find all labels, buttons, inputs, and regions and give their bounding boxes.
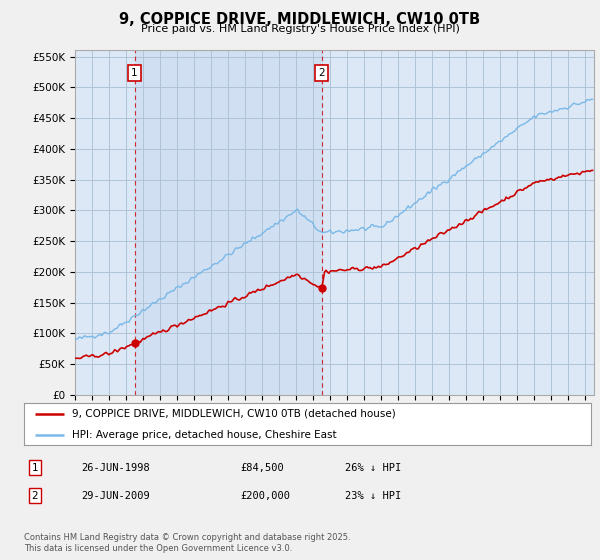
Text: 9, COPPICE DRIVE, MIDDLEWICH, CW10 0TB: 9, COPPICE DRIVE, MIDDLEWICH, CW10 0TB (119, 12, 481, 27)
Text: 9, COPPICE DRIVE, MIDDLEWICH, CW10 0TB (detached house): 9, COPPICE DRIVE, MIDDLEWICH, CW10 0TB (… (72, 409, 396, 419)
Text: HPI: Average price, detached house, Cheshire East: HPI: Average price, detached house, Ches… (72, 430, 337, 440)
Text: Price paid vs. HM Land Registry's House Price Index (HPI): Price paid vs. HM Land Registry's House … (140, 24, 460, 34)
Text: 2: 2 (31, 491, 38, 501)
Text: 1: 1 (131, 68, 138, 78)
Bar (134, 50, 322, 395)
Text: 2: 2 (319, 68, 325, 78)
Text: £200,000: £200,000 (240, 491, 290, 501)
Text: 1: 1 (31, 463, 38, 473)
Text: 26% ↓ HPI: 26% ↓ HPI (345, 463, 401, 473)
Text: 23% ↓ HPI: 23% ↓ HPI (345, 491, 401, 501)
Text: 26-JUN-1998: 26-JUN-1998 (81, 463, 150, 473)
Text: Contains HM Land Registry data © Crown copyright and database right 2025.
This d: Contains HM Land Registry data © Crown c… (24, 533, 350, 553)
Text: 29-JUN-2009: 29-JUN-2009 (81, 491, 150, 501)
Text: £84,500: £84,500 (240, 463, 284, 473)
